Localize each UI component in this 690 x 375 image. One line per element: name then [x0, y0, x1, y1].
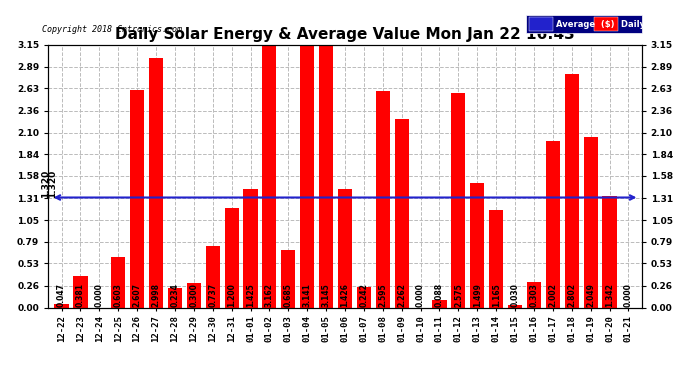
Text: Copyright 2018 Cntronics.com: Copyright 2018 Cntronics.com	[42, 26, 182, 34]
Title: Daily Solar Energy & Average Value Mon Jan 22 16:43: Daily Solar Energy & Average Value Mon J…	[115, 27, 575, 42]
Text: 0.303: 0.303	[529, 283, 538, 307]
Text: 0.603: 0.603	[114, 283, 123, 307]
Bar	[470, 183, 484, 308]
Text: 0.381: 0.381	[76, 283, 85, 307]
Text: 2.607: 2.607	[132, 283, 141, 307]
Bar	[376, 91, 390, 308]
Text: 1.200: 1.200	[227, 283, 236, 307]
Text: 1.426: 1.426	[340, 283, 350, 307]
Bar	[168, 288, 182, 308]
Bar	[546, 141, 560, 308]
Bar	[529, 17, 553, 31]
Bar	[433, 300, 446, 307]
Text: 0.737: 0.737	[208, 282, 217, 307]
Bar	[338, 189, 352, 308]
Text: 2.575: 2.575	[454, 283, 463, 307]
Bar	[206, 246, 220, 308]
Bar	[282, 251, 295, 308]
Text: 0.030: 0.030	[511, 283, 520, 307]
Bar	[224, 207, 239, 308]
Text: 0.685: 0.685	[284, 283, 293, 307]
Text: 0.242: 0.242	[359, 283, 368, 307]
Text: Daily  ($): Daily ($)	[621, 20, 664, 28]
Bar	[187, 282, 201, 308]
Text: 1.165: 1.165	[492, 283, 501, 307]
Text: 2.262: 2.262	[397, 283, 406, 307]
Text: 2.802: 2.802	[567, 283, 576, 307]
Bar	[564, 74, 579, 308]
Text: 0.000: 0.000	[624, 283, 633, 307]
Bar	[55, 304, 68, 307]
Bar	[527, 282, 541, 308]
Text: 3.162: 3.162	[265, 283, 274, 307]
Text: 1.425: 1.425	[246, 283, 255, 307]
Bar	[244, 189, 257, 308]
Text: 1.499: 1.499	[473, 283, 482, 307]
Bar	[395, 119, 408, 308]
Text: 0.000: 0.000	[95, 283, 103, 307]
Bar	[451, 93, 466, 308]
Text: 2.998: 2.998	[152, 283, 161, 307]
Text: 3.141: 3.141	[303, 283, 312, 307]
Text: 2.595: 2.595	[378, 283, 387, 307]
Text: 1.320: 1.320	[48, 169, 57, 198]
Bar	[149, 58, 163, 308]
Text: 2.002: 2.002	[549, 283, 558, 307]
Bar	[594, 17, 618, 31]
Bar	[111, 257, 126, 307]
Bar	[526, 15, 642, 33]
Bar	[584, 137, 598, 308]
Text: 0.088: 0.088	[435, 282, 444, 307]
Text: 0.000: 0.000	[416, 283, 425, 307]
Bar	[319, 45, 333, 308]
Text: 0.234: 0.234	[170, 283, 179, 307]
Bar	[602, 196, 617, 308]
Text: 0.300: 0.300	[189, 283, 198, 307]
Bar	[357, 287, 371, 308]
Bar	[262, 44, 277, 308]
Text: 2.049: 2.049	[586, 283, 595, 307]
Bar	[130, 90, 144, 308]
Bar	[508, 305, 522, 308]
Bar	[73, 276, 88, 308]
Text: 3.145: 3.145	[322, 283, 331, 307]
Bar	[489, 210, 503, 308]
Text: 0.047: 0.047	[57, 283, 66, 307]
Bar	[300, 46, 314, 308]
Text: Average  ($): Average ($)	[555, 20, 614, 28]
Text: 1.342: 1.342	[605, 283, 614, 307]
Text: 1.320: 1.320	[41, 169, 50, 198]
